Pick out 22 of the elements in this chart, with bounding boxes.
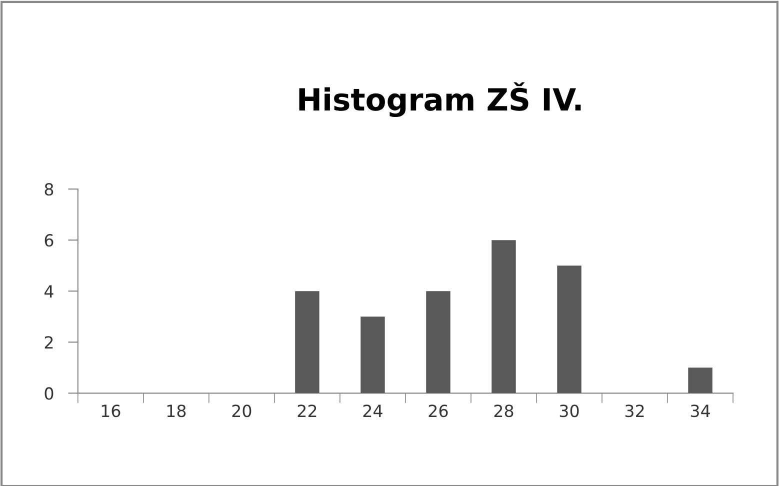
chart-title: Histogram ZŠ IV. [299,82,581,118]
bar [426,291,450,394]
x-tick-label: 20 [232,404,252,418]
x-tick-label: 28 [494,404,514,418]
x-tick-label: 32 [625,404,644,418]
y-tick-label: 2 [44,336,53,348]
y-tick-label: 8 [44,183,54,196]
bar [295,291,320,394]
bar [557,266,582,394]
bar [688,368,712,394]
x-tick-label: 24 [363,404,382,417]
bar [492,240,516,394]
x-tick-label: 22 [298,404,316,417]
y-tick-label: 0 [44,387,54,400]
x-tick-label: 30 [560,404,579,418]
x-tick-label: 18 [167,404,186,418]
x-tick-label: 34 [690,404,710,418]
x-tick-label: 26 [428,404,448,418]
x-tick-label: 16 [102,404,120,418]
y-tick-label: 4 [44,285,54,298]
bar [360,316,385,394]
y-tick-label: 6 [44,234,54,247]
